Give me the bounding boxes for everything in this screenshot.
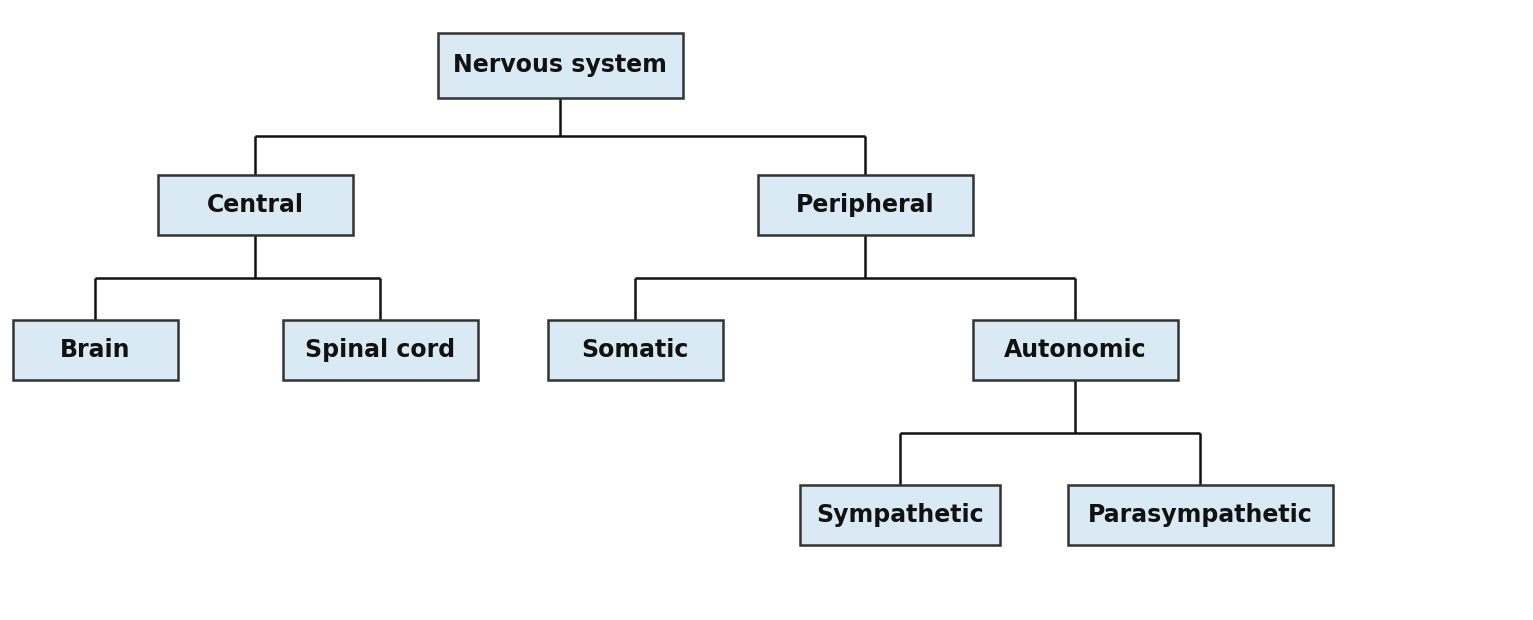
Text: Parasympathetic: Parasympathetic [1087, 503, 1312, 527]
FancyBboxPatch shape [282, 320, 477, 380]
FancyBboxPatch shape [1067, 485, 1332, 545]
Text: Central: Central [207, 193, 304, 217]
Text: Autonomic: Autonomic [1004, 338, 1147, 362]
FancyBboxPatch shape [437, 32, 682, 97]
FancyBboxPatch shape [12, 320, 178, 380]
Text: Peripheral: Peripheral [796, 193, 934, 217]
FancyBboxPatch shape [972, 320, 1177, 380]
FancyBboxPatch shape [158, 175, 353, 235]
Text: Nervous system: Nervous system [454, 53, 667, 77]
Text: Spinal cord: Spinal cord [305, 338, 455, 362]
FancyBboxPatch shape [800, 485, 1000, 545]
FancyBboxPatch shape [547, 320, 722, 380]
Text: Brain: Brain [60, 338, 130, 362]
FancyBboxPatch shape [757, 175, 972, 235]
Text: Sympathetic: Sympathetic [816, 503, 984, 527]
Text: Somatic: Somatic [581, 338, 688, 362]
